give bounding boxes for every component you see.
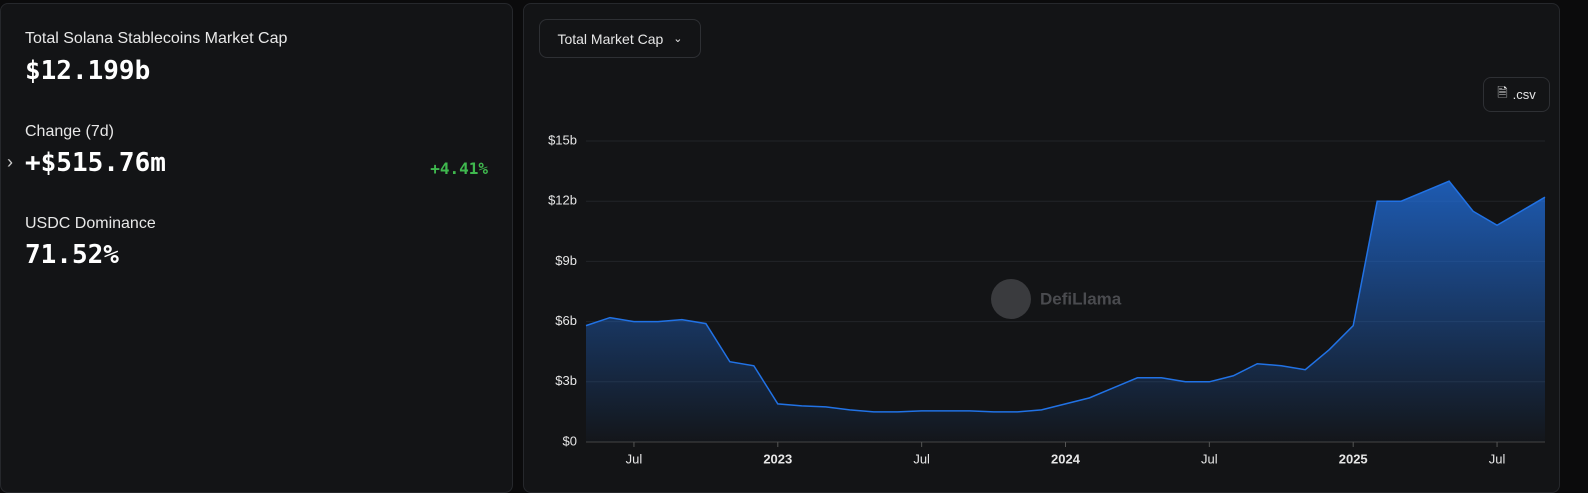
- csv-button[interactable]: 🗎 .csv: [1483, 77, 1550, 112]
- y-tick-label: $0: [563, 433, 577, 448]
- x-tick-label: Jul: [1201, 451, 1218, 466]
- stat-value: $12.199b: [25, 56, 151, 86]
- y-tick-label: $9b: [555, 253, 577, 268]
- expand-icon[interactable]: ›: [7, 152, 13, 172]
- area: [586, 181, 1545, 442]
- line: [585, 180, 1546, 413]
- y-tick-label: $6b: [555, 313, 577, 328]
- dropdown[interactable]: Total Market Cap ⌄: [539, 19, 701, 58]
- change-percent: +4.41%: [430, 159, 488, 178]
- chevron: ⌄: [673, 33, 683, 45]
- x-tick-label: 2023: [763, 451, 792, 466]
- stat-value: 71.52%: [25, 240, 119, 270]
- x-tick-label: Jul: [1489, 451, 1506, 466]
- y-tick-label: $15b: [548, 132, 577, 147]
- x-tick-label: 2024: [1051, 451, 1081, 466]
- file-icon: 🗎: [1497, 84, 1508, 100]
- y-tick-label: $3b: [555, 373, 577, 388]
- stat-label: USDC Dominance: [25, 215, 156, 232]
- x-tick-label: 2025: [1339, 451, 1368, 466]
- stat-value: +$515.76m: [25, 148, 166, 178]
- stat-label: Change (7d): [25, 123, 114, 140]
- stat-label: Total Solana Stablecoins Market Cap: [25, 30, 288, 47]
- csv-label: .csv: [1512, 87, 1536, 102]
- x-tick-label: Jul: [913, 451, 930, 466]
- y-tick-label: $12b: [548, 193, 577, 208]
- dropdown-label: Total Market Cap: [557, 30, 664, 47]
- x-tick-label: Jul: [626, 451, 643, 466]
- watermark: DefiLlama: [1040, 289, 1122, 308]
- stats-panel: Total Solana Stablecoins Market Cap $12.…: [0, 3, 513, 493]
- watermark-logo: [991, 279, 1031, 319]
